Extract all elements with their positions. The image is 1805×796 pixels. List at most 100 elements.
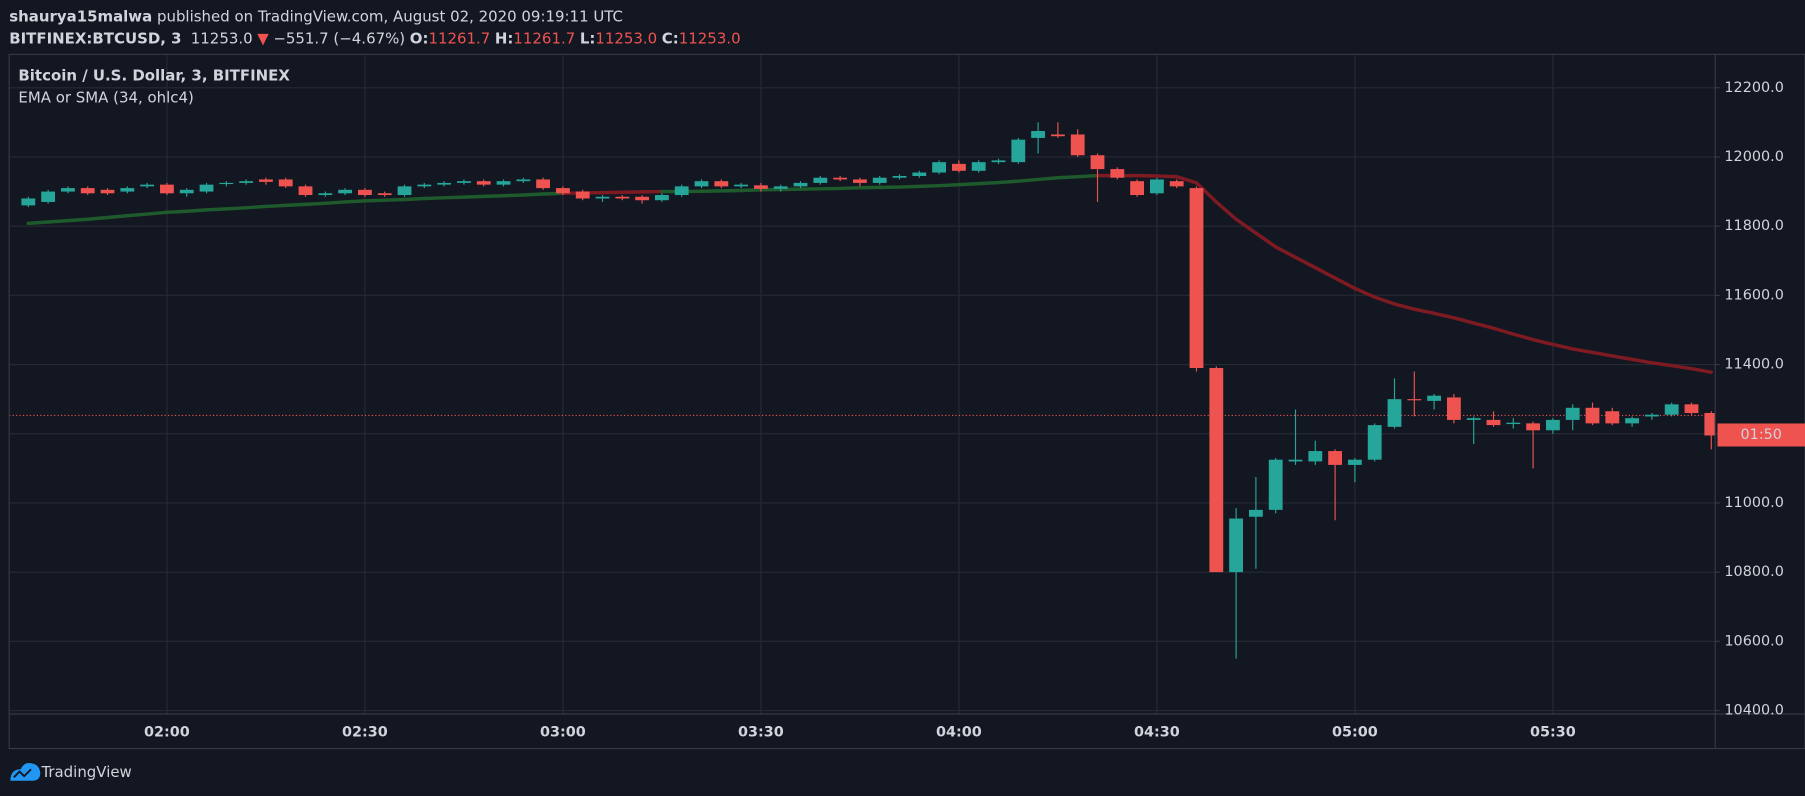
x-tick-label: 05:00 bbox=[1332, 724, 1378, 740]
ma-segment bbox=[1036, 175, 1060, 182]
ma-segment bbox=[1234, 217, 1258, 235]
ma-segment bbox=[1293, 255, 1318, 270]
candle-body bbox=[595, 196, 610, 199]
ma-segment bbox=[501, 193, 526, 198]
ma-segment bbox=[739, 188, 763, 193]
candle-body bbox=[1664, 404, 1679, 415]
candle-body bbox=[1308, 451, 1323, 462]
candle-body bbox=[1248, 509, 1263, 517]
x-tick-label: 02:00 bbox=[144, 724, 190, 740]
candle-body bbox=[833, 177, 848, 180]
ma-segment bbox=[957, 181, 981, 187]
ma-segment bbox=[1590, 350, 1615, 358]
candle-body bbox=[437, 182, 452, 185]
candle-body bbox=[1347, 459, 1362, 465]
x-tick-label: 03:00 bbox=[540, 724, 586, 740]
high: 11261.7 bbox=[513, 29, 575, 47]
candle-body bbox=[160, 184, 174, 194]
candle-body bbox=[259, 179, 273, 182]
candle-body bbox=[41, 191, 56, 202]
candle-body bbox=[338, 189, 353, 194]
candle-body bbox=[496, 181, 511, 185]
ma-segment bbox=[85, 215, 110, 221]
ma-segment bbox=[1075, 173, 1100, 179]
ma-segment bbox=[1650, 361, 1674, 368]
candle-body bbox=[21, 198, 36, 206]
candle-body bbox=[556, 188, 570, 194]
c-label: C: bbox=[662, 29, 679, 47]
ma-segment bbox=[462, 194, 486, 199]
grid bbox=[9, 54, 1716, 714]
y-tick-label: 11400.0 bbox=[1724, 357, 1783, 373]
candle-body bbox=[912, 172, 927, 176]
candle-body bbox=[1466, 418, 1481, 420]
symbol-line: BITFINEX:BTCUSD, 3 11253.0 ▼ −551.7 (−4.67%… bbox=[9, 29, 740, 47]
ma-segment bbox=[422, 196, 446, 201]
ma-segment bbox=[26, 220, 50, 226]
ma-segment bbox=[1412, 307, 1436, 316]
ma-segment bbox=[1392, 302, 1417, 311]
ma-segment bbox=[1689, 366, 1714, 374]
h-label: H: bbox=[495, 29, 514, 47]
ma-segment bbox=[1353, 286, 1377, 299]
candle-body bbox=[734, 184, 749, 187]
candle-body bbox=[971, 162, 986, 171]
candle-body bbox=[179, 189, 194, 194]
y-tick-label: 11800.0 bbox=[1724, 218, 1783, 234]
candle-body bbox=[1446, 397, 1461, 420]
candle-body bbox=[1149, 179, 1164, 194]
ma-segment bbox=[303, 201, 328, 207]
change: −551.7 (−4.67%) bbox=[273, 29, 405, 47]
candle-body bbox=[1169, 181, 1184, 187]
ma-segment bbox=[838, 186, 862, 191]
x-tick-label: 03:30 bbox=[738, 724, 784, 740]
ma-segment bbox=[917, 183, 941, 189]
ma-segment bbox=[402, 196, 427, 202]
legend-indicator: EMA or SMA (34, ohlc4) bbox=[18, 89, 193, 107]
author: shaurya15malwa bbox=[9, 7, 152, 25]
candle-body bbox=[1288, 459, 1303, 462]
y-tick-label: 12200.0 bbox=[1724, 80, 1783, 96]
ma-segment bbox=[105, 214, 130, 220]
candle-body bbox=[536, 179, 551, 189]
candle-body bbox=[457, 181, 471, 183]
countdown: 01:50 bbox=[1741, 427, 1782, 443]
candle-body bbox=[793, 182, 808, 187]
ma-segment bbox=[1155, 174, 1179, 179]
logo-cloud bbox=[10, 762, 41, 781]
price-label-box bbox=[1717, 423, 1805, 447]
candle-body bbox=[932, 162, 947, 173]
y-tick-label: 11000.0 bbox=[1724, 495, 1783, 511]
candle-body bbox=[61, 188, 75, 192]
x-tick-label: 02:30 bbox=[342, 724, 388, 740]
candle-body bbox=[1110, 169, 1125, 178]
ma-segment bbox=[1511, 332, 1535, 342]
candle-body bbox=[1090, 155, 1105, 170]
candle-body bbox=[1050, 134, 1065, 137]
logo bbox=[10, 762, 41, 781]
price: 11253.0 bbox=[191, 29, 253, 47]
o-label: O: bbox=[410, 29, 429, 47]
ma-segment bbox=[1551, 342, 1575, 351]
candle-body bbox=[417, 184, 432, 187]
candle-body bbox=[1486, 419, 1501, 426]
candle-body bbox=[714, 181, 729, 187]
ma-segment bbox=[382, 197, 407, 202]
candles bbox=[9, 122, 1716, 659]
open: 11261.7 bbox=[428, 29, 490, 47]
candle-body bbox=[1526, 423, 1541, 431]
candle-body bbox=[951, 163, 966, 171]
candle-body bbox=[754, 185, 768, 189]
candle-body bbox=[358, 189, 372, 196]
y-tick-label: 10400.0 bbox=[1724, 703, 1783, 719]
published: published on TradingView.com, August 02,… bbox=[152, 7, 623, 25]
ma-segment bbox=[1174, 174, 1199, 185]
ma-segment bbox=[541, 191, 565, 196]
x-tick-label: 05:30 bbox=[1530, 724, 1576, 740]
ma-segment bbox=[244, 204, 268, 210]
ma-segment bbox=[1016, 177, 1040, 183]
candle-body bbox=[239, 181, 254, 183]
ma-segment bbox=[442, 195, 466, 200]
ma-segment bbox=[996, 179, 1021, 185]
